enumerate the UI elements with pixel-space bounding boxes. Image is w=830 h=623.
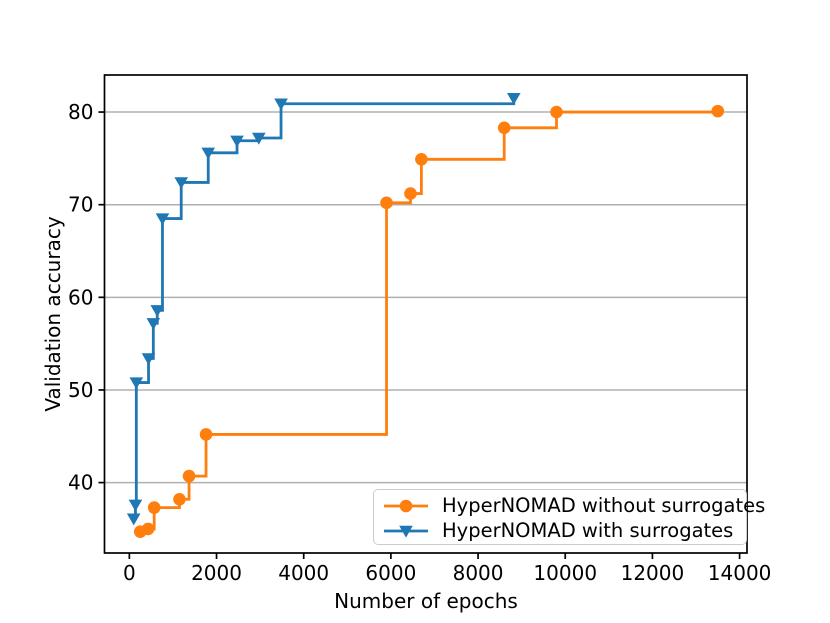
y-tick-label: 80	[68, 100, 93, 124]
marker-triangle-down	[174, 177, 189, 190]
series-line	[140, 110, 720, 534]
axes-spines	[103, 74, 748, 554]
y-tick-label: 40	[68, 471, 93, 495]
y-tick-label: 50	[68, 378, 93, 402]
x-tick-label: 4000	[278, 561, 329, 585]
marker-triangle-down	[230, 135, 244, 148]
marker-circle	[497, 121, 511, 135]
x-tick-label: 2000	[191, 561, 242, 585]
marker-circle	[182, 469, 196, 483]
x-tick-label: 12000	[621, 561, 685, 585]
legend-item-without-surrogates: HyperNOMAD without surrogates	[374, 493, 765, 518]
legend-label: HyperNOMAD with surrogates	[442, 518, 734, 542]
marker-circle	[711, 104, 725, 118]
marker-triangle-down	[141, 353, 156, 366]
marker-triangle-down	[128, 499, 143, 512]
marker-triangle-down	[126, 513, 141, 526]
marker-triangle-down	[399, 525, 413, 538]
marker-triangle-down	[146, 318, 161, 330]
x-tick-label: 14000	[708, 561, 772, 585]
marker-triangle-down	[274, 98, 288, 111]
marker-circle	[141, 522, 155, 536]
series-0	[133, 104, 725, 538]
marker-circle	[399, 499, 413, 512]
x-tick-label: 0	[123, 561, 136, 585]
x-tick-label: 10000	[533, 561, 597, 585]
marker-circle	[415, 152, 428, 166]
marker-triangle-down	[201, 147, 216, 160]
x-tick-label: 8000	[453, 561, 504, 585]
legend-marker-triangle-icon	[384, 525, 428, 538]
marker-triangle-down	[150, 305, 165, 317]
marker-triangle-down	[155, 213, 170, 226]
legend-marker-circle-icon	[384, 499, 428, 512]
marker-circle	[380, 196, 393, 210]
series-line	[133, 98, 516, 521]
legend: HyperNOMAD without surrogates HyperNOMAD…	[373, 489, 765, 545]
marker-circle	[199, 428, 213, 441]
legend-item-with-surrogates: HyperNOMAD with surrogates	[374, 518, 746, 543]
y-tick-label: 70	[68, 193, 93, 217]
marker-circle	[404, 187, 417, 200]
legend-label: HyperNOMAD without surrogates	[442, 493, 766, 517]
series-1	[126, 92, 521, 526]
y-tick-label: 60	[68, 285, 93, 309]
marker-triangle-down	[252, 132, 266, 145]
x-tick-label: 6000	[365, 561, 416, 585]
marker-triangle-down	[129, 377, 144, 390]
x-axis-label: Number of epochs	[334, 589, 518, 613]
marker-circle	[550, 105, 563, 119]
marker-triangle-down	[506, 92, 521, 105]
y-axis-label: Validation accuracy	[41, 216, 65, 412]
marker-circle	[147, 501, 161, 514]
marker-circle	[173, 492, 186, 506]
